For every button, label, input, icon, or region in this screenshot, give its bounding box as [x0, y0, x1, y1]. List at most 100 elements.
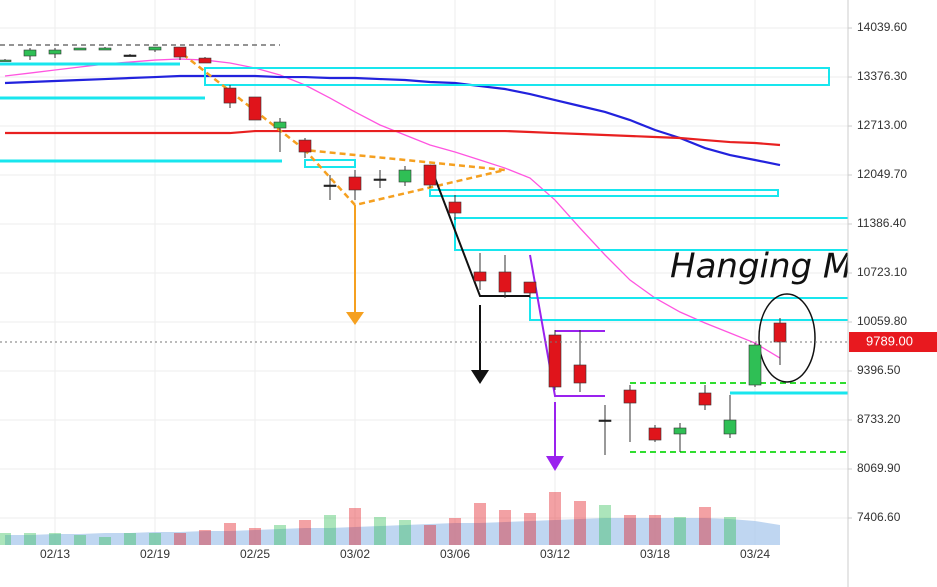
candle-body — [623, 389, 637, 404]
arrow-head — [471, 370, 489, 384]
volume-panel — [0, 492, 780, 545]
candle-body — [298, 139, 312, 153]
x-axis: 02/13 02/19 02/25 03/02 03/06 03/12 03/18 03/24 — [40, 547, 770, 561]
y-tick-label: 13376.30 — [857, 69, 907, 83]
candle-body — [548, 334, 562, 388]
grid — [0, 0, 848, 545]
x-tick-label: 02/13 — [40, 547, 70, 561]
volume-bar — [474, 503, 486, 545]
y-tick-label: 9396.50 — [857, 363, 901, 377]
candle-body — [498, 271, 512, 293]
candle-body — [23, 49, 37, 57]
triangle-pattern — [174, 47, 506, 207]
candle-body — [523, 281, 537, 294]
volume-bar — [449, 518, 461, 545]
volume-bar — [149, 533, 161, 545]
candle-body — [598, 419, 612, 422]
candle-body — [73, 47, 87, 51]
volume-bar — [649, 515, 661, 545]
volume-bar — [599, 505, 611, 545]
candle-body — [173, 46, 187, 58]
x-tick-label: 03/06 — [440, 547, 470, 561]
volume-bar — [49, 533, 61, 545]
volume-bar — [274, 525, 286, 545]
volume-bar — [124, 533, 136, 545]
volume-bar — [374, 517, 386, 545]
volume-bar — [299, 520, 311, 545]
candle-body — [723, 419, 737, 435]
candle-body — [148, 46, 162, 51]
x-tick-label: 02/25 — [240, 547, 270, 561]
current-price-label: 9789.00 — [866, 333, 913, 348]
volume-bar — [349, 508, 361, 545]
x-tick-label: 03/24 — [740, 547, 770, 561]
candle-body — [748, 344, 762, 386]
x-tick-label: 03/02 — [340, 547, 370, 561]
moving-averages — [4, 58, 781, 359]
candle-body — [198, 57, 212, 64]
candle-body — [223, 87, 237, 104]
arrow-head — [546, 456, 564, 471]
candle-body — [398, 169, 412, 183]
moving-average-line — [5, 129, 781, 147]
moving-average-line — [4, 74, 781, 167]
candle-body — [473, 271, 487, 282]
zone-box — [204, 67, 830, 86]
y-tick-label: 8733.20 — [857, 412, 901, 426]
x-tick-label: 02/19 — [140, 547, 170, 561]
drawings — [0, 44, 856, 471]
candle-body — [673, 427, 687, 435]
axis-panel — [848, 0, 937, 587]
pattern-line — [529, 254, 605, 397]
candle-body — [423, 164, 437, 186]
volume-bar — [499, 510, 511, 545]
volume-bar — [674, 517, 686, 545]
candle-body — [348, 176, 362, 191]
y-tick-label: 12713.00 — [857, 118, 907, 132]
volume-bar — [699, 507, 711, 545]
y-tick-label: 11386.40 — [857, 216, 906, 230]
candle-body — [773, 322, 787, 343]
candle-body — [698, 392, 712, 406]
candle-body — [98, 47, 112, 51]
volume-bar — [74, 535, 86, 545]
candle-body — [273, 121, 287, 129]
candle-body — [248, 96, 262, 121]
volume-bar — [224, 523, 236, 545]
candle-body — [323, 184, 337, 187]
volume-average-area — [5, 518, 780, 545]
volume-bar — [724, 517, 736, 545]
candle-body — [48, 49, 62, 55]
pattern-line — [429, 164, 530, 297]
y-tick-label: 10059.80 — [857, 314, 907, 328]
volume-bar — [0, 533, 11, 545]
volume-bar — [249, 528, 261, 545]
volume-bar — [324, 515, 336, 545]
zone-box — [529, 297, 856, 321]
volume-bar — [24, 533, 36, 545]
volume-bar — [99, 537, 111, 545]
volume-bar — [424, 525, 436, 545]
x-tick-label: 03/18 — [640, 547, 670, 561]
y-tick-label: 12049.70 — [857, 167, 907, 181]
volume-bar — [399, 520, 411, 545]
volume-bar — [524, 513, 536, 545]
arrow-head — [346, 312, 364, 325]
y-tick-label: 7406.60 — [857, 510, 901, 524]
zone-box — [429, 189, 779, 197]
y-tick-label: 14039.60 — [857, 20, 907, 34]
y-tick-label: 10723.10 — [857, 265, 907, 279]
volume-bar — [624, 515, 636, 545]
volume-bar — [174, 533, 186, 545]
candle-body — [373, 178, 387, 181]
y-axis: 14039.60 13376.30 12713.00 12049.70 11386.40… — [848, 20, 907, 524]
candle-body — [448, 201, 462, 214]
candles — [0, 46, 787, 456]
current-price-box — [849, 332, 937, 353]
zone-box — [304, 159, 356, 168]
volume-bar — [199, 530, 211, 545]
candle-body — [0, 59, 12, 62]
y-tick-label: 8069.90 — [857, 461, 901, 475]
